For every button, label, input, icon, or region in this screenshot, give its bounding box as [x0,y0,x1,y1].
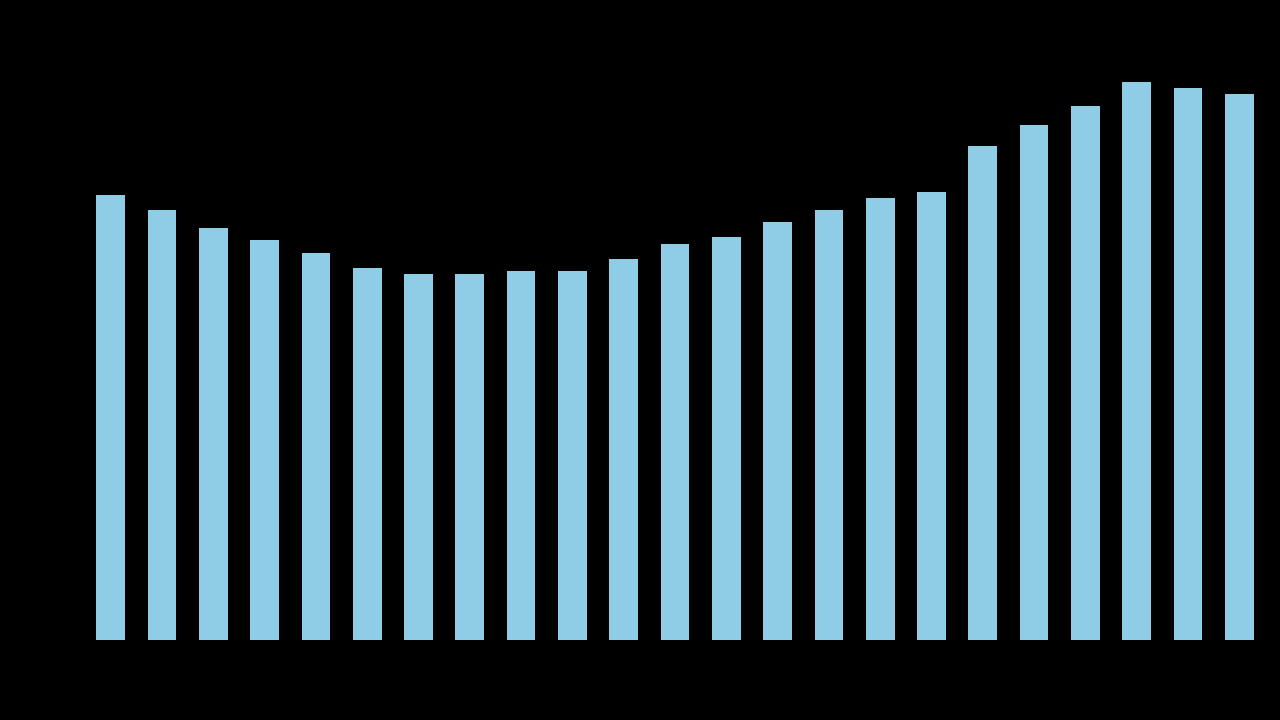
bar [148,210,177,640]
bar [353,268,382,640]
plot-area [85,30,1265,640]
bar [1225,94,1254,640]
bar [96,195,125,640]
bar [661,244,690,641]
bar [815,210,844,640]
bar [302,253,331,640]
bar [507,271,536,640]
bar [250,240,279,640]
bar-chart [0,0,1280,720]
bar [609,259,638,640]
bar [1174,88,1203,640]
bar [455,274,484,640]
bar [1020,125,1049,640]
bar [1122,82,1151,640]
bar [1071,106,1100,640]
bar [558,271,587,640]
bar [866,198,895,640]
bar [404,274,433,640]
bar [968,146,997,640]
bar [763,222,792,640]
bar [917,192,946,640]
bar [199,228,228,640]
bar [712,237,741,640]
